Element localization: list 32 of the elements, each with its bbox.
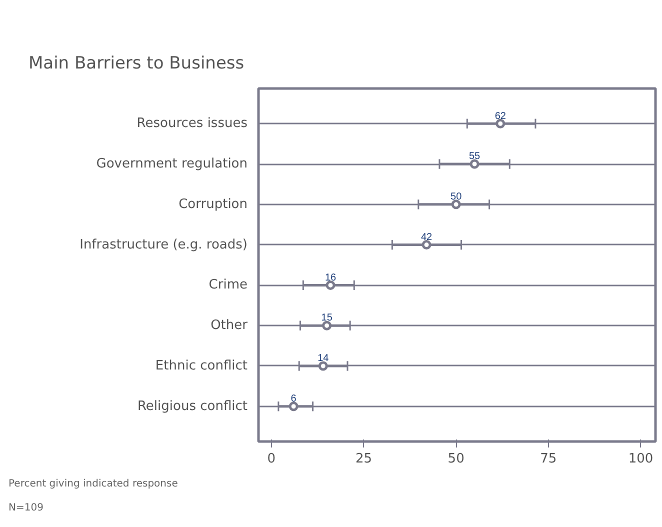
y-tick-label: Ethnic conflict [155, 358, 248, 374]
point [326, 280, 336, 290]
x-tick-label: 75 [540, 452, 557, 466]
point [496, 118, 506, 128]
y-tick-label: Crime [208, 278, 248, 293]
y-tick-label: Government regulation [96, 156, 248, 172]
data-label: 42 [420, 232, 433, 243]
text: Percent giving indicated response [8, 478, 178, 490]
y-tick-label: Corruption [178, 196, 248, 212]
text: N=109 [8, 502, 44, 514]
x-tick-label: 50 [448, 452, 464, 466]
y-tick-label: Religious conflict [137, 398, 248, 414]
x-tick-label: 25 [355, 452, 372, 466]
x-tick-label: 0 [267, 452, 276, 466]
point [318, 361, 328, 371]
chart-title: Main Barriers to Business [28, 54, 244, 74]
point [422, 240, 432, 250]
point [451, 200, 461, 210]
data-label: 62 [494, 110, 506, 122]
data-label: 55 [468, 151, 481, 162]
point [322, 320, 332, 330]
data-label: 6 [290, 394, 297, 405]
point [288, 402, 298, 412]
y-tick-label: Resources issues [136, 116, 248, 132]
y-tick-label: Other [210, 318, 248, 334]
data-label: 15 [321, 312, 333, 324]
data-label: 16 [324, 272, 337, 284]
x-tick-label: 100 [628, 452, 654, 466]
data-label: 50 [450, 192, 462, 203]
point [470, 159, 480, 169]
data-label: 14 [318, 353, 330, 364]
y-tick-label: Infrastructure (e.g. roads) [80, 237, 248, 252]
